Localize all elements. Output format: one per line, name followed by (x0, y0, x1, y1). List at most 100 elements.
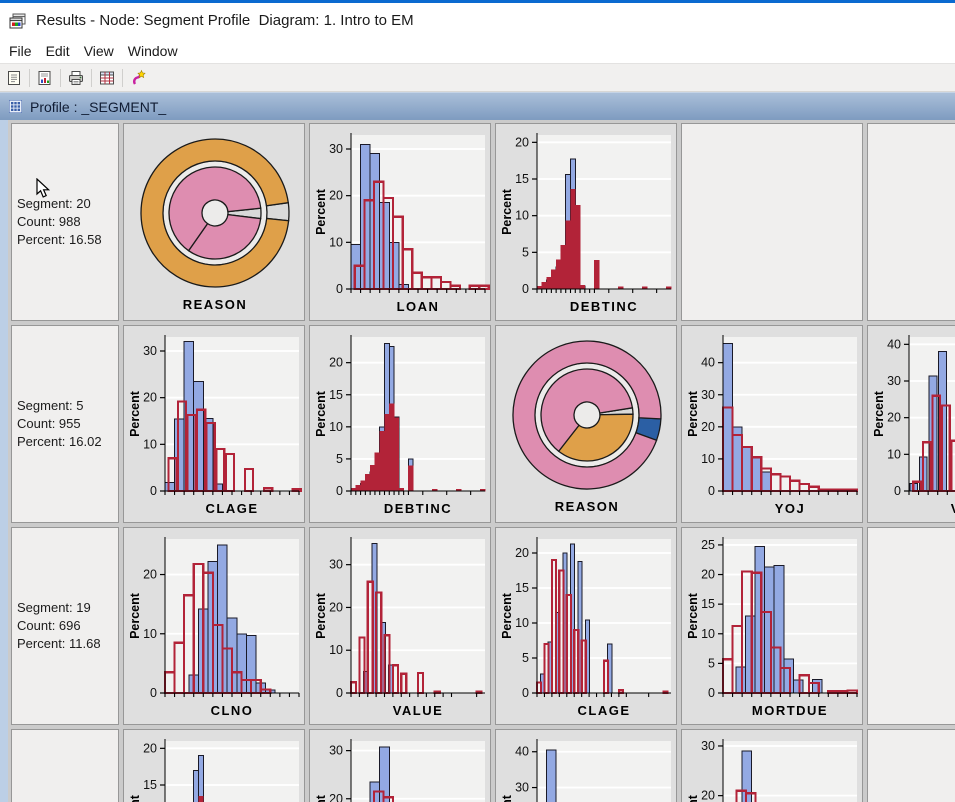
svg-text:20: 20 (887, 411, 901, 425)
svg-text:20: 20 (329, 600, 343, 614)
svg-text:10: 10 (515, 616, 529, 630)
segment-stats: Segment: 5 Count: 955 Percent: 16.02 (12, 397, 102, 451)
svg-text:DEBTINC: DEBTINC (384, 501, 452, 516)
profile-window-title-bar[interactable]: Profile : _SEGMENT_ (0, 92, 955, 120)
svg-text:20: 20 (329, 356, 343, 370)
histogram-loan[interactable]: 0 10 20 30 Percent LOAN (309, 123, 491, 321)
segment-stat-line: Segment: 19 (17, 600, 91, 615)
histogram-value[interactable]: 0 10 20 30 40 Percent VALUE (867, 325, 955, 523)
svg-text:YOJ: YOJ (775, 501, 806, 516)
svg-text:30: 30 (329, 558, 343, 572)
title-bar[interactable]: Results - Node: Segment Profile Diagram:… (0, 3, 955, 38)
svg-text:20: 20 (701, 568, 715, 582)
svg-text:15: 15 (143, 778, 157, 792)
histogram-chart: 0 5 10 15 20 25 Percent MORTDUE (686, 537, 859, 718)
svg-text:0: 0 (708, 686, 715, 700)
histogram-chart: 0 10 20 30 40 Percent VALUE (872, 335, 955, 516)
svg-text:10: 10 (143, 437, 157, 451)
svg-text:10: 10 (329, 235, 343, 249)
new-document-icon (8, 70, 20, 85)
table-view-icon (100, 71, 114, 84)
segment-stats: Segment: 20 Count: 988 Percent: 16.58 (12, 195, 102, 249)
svg-text:5: 5 (522, 651, 529, 665)
histogram-mortdue[interactable]: 0 5 10 15 20 25 Percent MORTDUE (681, 527, 863, 725)
histogram-chart: 0 10 20 30 Percent LOAN (314, 133, 490, 314)
pie-chart-reason[interactable]: REASON (495, 325, 677, 523)
svg-text:10: 10 (329, 420, 343, 434)
svg-text:20: 20 (143, 741, 157, 755)
svg-text:VALUE: VALUE (393, 703, 444, 718)
svg-text:30: 30 (143, 344, 157, 358)
menu-item-window[interactable]: Window (127, 42, 178, 59)
segment-label-cell[interactable]: Segment: 5 Count: 955 Percent: 16.02 (11, 325, 119, 523)
assistant-wand-icon (132, 69, 146, 85)
histogram-chart: 0 5 10 15 20 Percent DEBTINC (314, 335, 486, 516)
histogram-clno[interactable]: 0 10 20 Percent CLNO (123, 527, 305, 725)
histogram-chart: 0 5 10 15 20 Percent CLAGE (500, 537, 671, 718)
svg-text:40: 40 (701, 356, 715, 370)
svg-text:CLAGE: CLAGE (206, 501, 259, 516)
svg-text:Percent: Percent (686, 794, 700, 802)
histogram-yoj[interactable]: 0 10 20 30 40 Percent YOJ (681, 325, 863, 523)
svg-text:20: 20 (515, 135, 529, 149)
svg-text:20: 20 (701, 420, 715, 434)
svg-text:40: 40 (515, 745, 529, 759)
histogram-chart: 0 5 10 15 20 Percent DEBTINC (500, 133, 672, 314)
report-page-icon (38, 70, 51, 85)
svg-text:0: 0 (150, 686, 157, 700)
window-top-border (0, 0, 955, 3)
histogram-value[interactable]: 0 10 20 30 Percent VALUE (309, 527, 491, 725)
svg-text:Percent: Percent (686, 390, 700, 437)
empty-profile-cell[interactable] (867, 729, 955, 802)
toolbar (0, 63, 955, 92)
menu-bar: File Edit View Window (0, 38, 955, 63)
pie-chart-reason[interactable]: REASON (123, 123, 305, 321)
histogram-chart: 0 10 20 30 Percent CLAGE (128, 335, 303, 516)
assistant-wand-button[interactable] (126, 66, 150, 89)
segment-stats: Segment: 19 Count: 696 Percent: 11.68 (12, 599, 101, 653)
svg-text:20: 20 (701, 789, 715, 802)
svg-text:Percent: Percent (314, 390, 328, 437)
svg-text:REASON: REASON (183, 297, 248, 312)
empty-profile-cell[interactable] (867, 527, 955, 725)
svg-text:0: 0 (894, 484, 901, 498)
svg-text:DEBTINC: DEBTINC (570, 299, 638, 314)
table-view-button[interactable] (95, 66, 119, 89)
report-page-button[interactable] (33, 66, 57, 89)
svg-text:Percent: Percent (500, 188, 514, 235)
svg-text:0: 0 (336, 686, 343, 700)
segment-stat-line: Percent: 16.58 (17, 232, 102, 247)
svg-text:10: 10 (701, 452, 715, 466)
svg-text:10: 10 (887, 447, 901, 461)
empty-profile-cell[interactable] (681, 123, 863, 321)
histogram-debtinc[interactable]: 0 5 10 15 20 Percent DEBTINC (309, 325, 491, 523)
menu-item-file[interactable]: File (9, 42, 32, 59)
segment-label-cell[interactable]: Segment: 19 Count: 696 Percent: 11.68 (11, 527, 119, 725)
segment-stat-line: Segment: 5 (17, 398, 84, 413)
svg-text:40: 40 (887, 337, 901, 351)
empty-profile-cell[interactable] (867, 123, 955, 321)
svg-text:Percent: Percent (314, 592, 328, 639)
histogram-debtinc[interactable]: 0 5 10 15 20 Percent DEBTINC (495, 123, 677, 321)
segment-label-cell[interactable]: Segment: 20 Count: 988 Percent: 16.58 (11, 123, 119, 321)
new-document-button[interactable] (2, 66, 26, 89)
segment-label-cell[interactable]: Segment: 9 (11, 729, 119, 802)
svg-text:30: 30 (329, 744, 343, 758)
menu-item-edit[interactable]: Edit (45, 42, 70, 59)
svg-text:30: 30 (701, 739, 715, 753)
svg-text:Percent: Percent (872, 390, 886, 437)
histogram-clage[interactable]: 0 5 10 15 20 Percent CLAGE (495, 527, 677, 725)
histogram-clage[interactable]: 0 10 20 30 Percent CLAGE (123, 325, 305, 523)
menu-item-view[interactable]: View (83, 42, 114, 59)
toolbar-separator (122, 68, 123, 87)
toolbar-separator (91, 68, 92, 87)
print-button[interactable] (64, 66, 88, 89)
window-title: Results - Node: Segment Profile Diagram:… (36, 12, 414, 29)
